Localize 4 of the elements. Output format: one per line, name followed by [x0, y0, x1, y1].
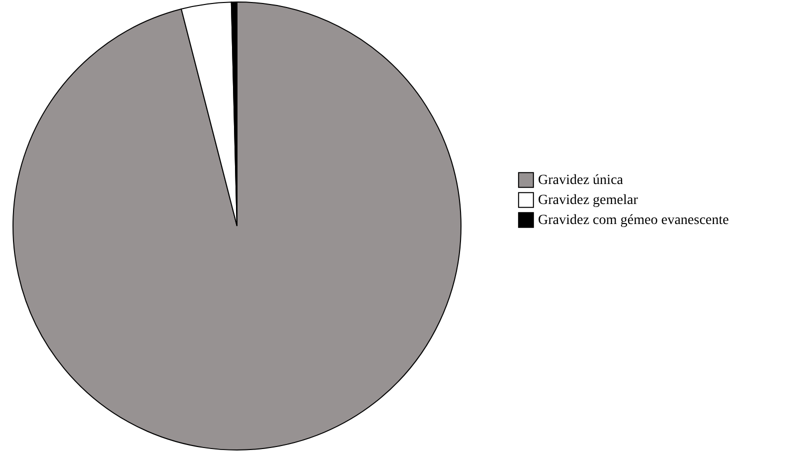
legend-label: Gravidez única — [538, 173, 624, 188]
legend-label: Gravidez com gémeo evanescente — [538, 213, 729, 228]
legend-label: Gravidez gemelar — [538, 193, 638, 208]
pie-slice — [12, 2, 462, 450]
